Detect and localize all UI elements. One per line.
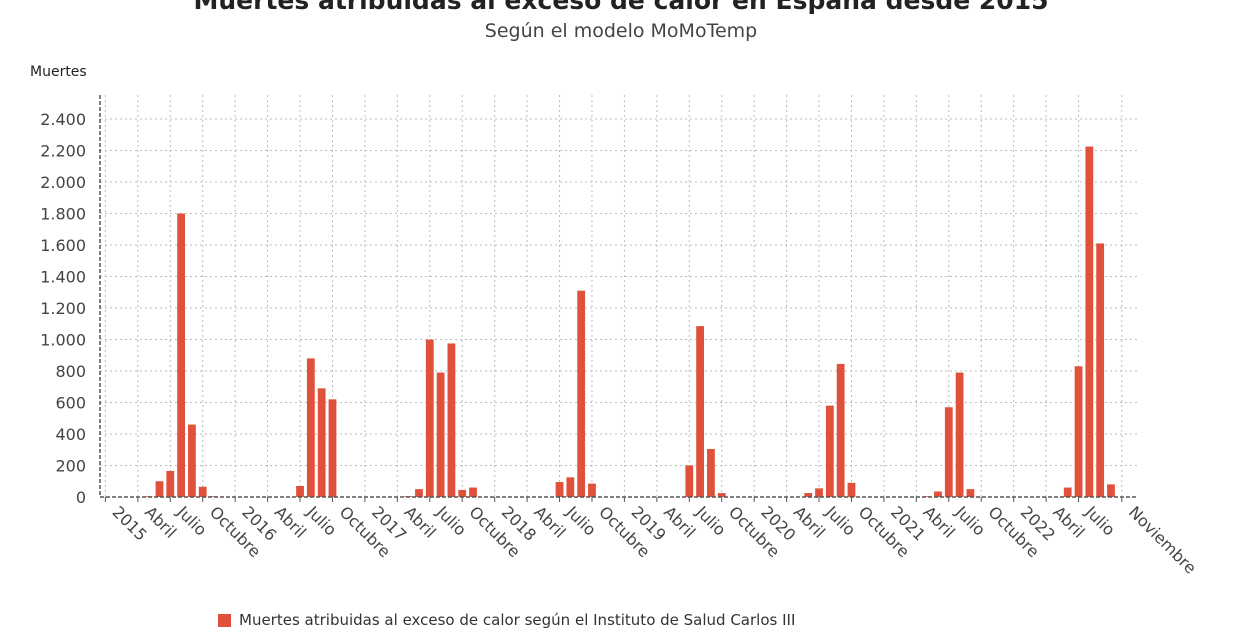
x-tick-label: Julio	[1081, 502, 1119, 540]
y-tick-label: 800	[55, 362, 86, 381]
x-tick-label: Abril	[920, 502, 959, 541]
bar	[966, 489, 975, 498]
x-tick-label: Abril	[530, 502, 569, 541]
bar	[696, 326, 704, 497]
bar	[955, 372, 964, 497]
x-tick-label: Abril	[1049, 502, 1088, 541]
bar	[847, 482, 856, 497]
bar	[836, 363, 845, 497]
y-tick-label: 1.200	[40, 299, 86, 318]
bar	[588, 483, 596, 497]
bar	[306, 358, 315, 497]
y-axis-ticks: 0 200 400 600 800 1.000 1.200 1.400 1.600 1.800 2.…	[40, 110, 86, 507]
bar	[328, 399, 337, 497]
bar	[934, 491, 942, 497]
bar	[566, 477, 575, 497]
x-tick-label: Julio	[432, 502, 470, 540]
y-axis-label: Muertes	[30, 64, 87, 80]
bar	[317, 388, 326, 497]
x-tick-label: Abril	[141, 502, 180, 541]
x-tick-label: Julio	[302, 502, 340, 540]
bar	[177, 213, 185, 497]
x-tick-label: 2015	[109, 502, 151, 544]
bar	[1107, 484, 1115, 497]
bar	[166, 471, 175, 497]
y-tick-label: 1.600	[40, 236, 86, 255]
y-tick-label: 600	[55, 394, 86, 413]
bars	[144, 146, 1115, 498]
y-tick-label: 2.200	[40, 142, 86, 161]
x-tick-label: Abril	[790, 502, 829, 541]
bar	[815, 488, 823, 497]
y-tick-label: 2.000	[40, 173, 86, 192]
axes	[99, 95, 1138, 498]
x-tick-label: Abril	[660, 502, 699, 541]
y-tick-label: 1.000	[40, 331, 86, 350]
x-tick-label: Julio	[821, 502, 859, 540]
bar	[685, 465, 694, 497]
bar	[155, 481, 164, 497]
bar	[415, 489, 423, 498]
legend-label: Muertes atribuidas al exceso de calor se…	[239, 611, 796, 629]
x-tick-label: Abril	[401, 502, 440, 541]
bar	[717, 493, 726, 497]
x-axis-ticks: 2015AbrilJulioOctubre2016AbrilJulioOctub…	[104, 497, 1200, 578]
x-tick-label: Abril	[271, 502, 310, 541]
y-tick-label: 2.400	[40, 110, 86, 129]
bar	[707, 448, 715, 497]
grid-lines	[100, 95, 1138, 497]
bar	[923, 496, 932, 497]
y-tick-label: 200	[55, 457, 86, 476]
x-tick-label: Julio	[173, 502, 211, 540]
bar	[944, 407, 953, 498]
bar	[188, 424, 196, 497]
bar	[296, 485, 304, 498]
x-tick-label: Julio	[562, 502, 600, 540]
bar	[804, 493, 813, 497]
bar	[1063, 487, 1072, 497]
legend-swatch	[218, 613, 231, 627]
legend[interactable]: Muertes atribuidas al exceso de calor se…	[218, 611, 795, 629]
x-tick-label: Julio	[692, 502, 730, 540]
bar	[825, 405, 834, 497]
bar	[425, 339, 434, 497]
chart-title: Muertes atribuidas al exceso de calor en…	[193, 0, 1049, 15]
y-tick-label: 400	[55, 425, 86, 444]
bar	[1074, 366, 1083, 497]
bar	[447, 343, 456, 497]
bar	[1096, 243, 1105, 497]
chart-subtitle: Según el modelo MoMoTemp	[484, 20, 758, 42]
bar	[1085, 146, 1094, 497]
bar	[436, 372, 445, 497]
bar	[469, 487, 477, 497]
y-tick-label: 1.800	[40, 205, 86, 224]
bar	[577, 290, 586, 497]
y-tick-label: 1.400	[40, 268, 86, 287]
x-tick-label: Julio	[951, 502, 989, 540]
x-tick-label: Noviembre	[1125, 502, 1200, 577]
bar	[555, 482, 564, 497]
y-tick-label: 0	[76, 488, 86, 507]
bar	[458, 489, 467, 497]
bar	[198, 486, 207, 497]
bar	[209, 496, 218, 497]
